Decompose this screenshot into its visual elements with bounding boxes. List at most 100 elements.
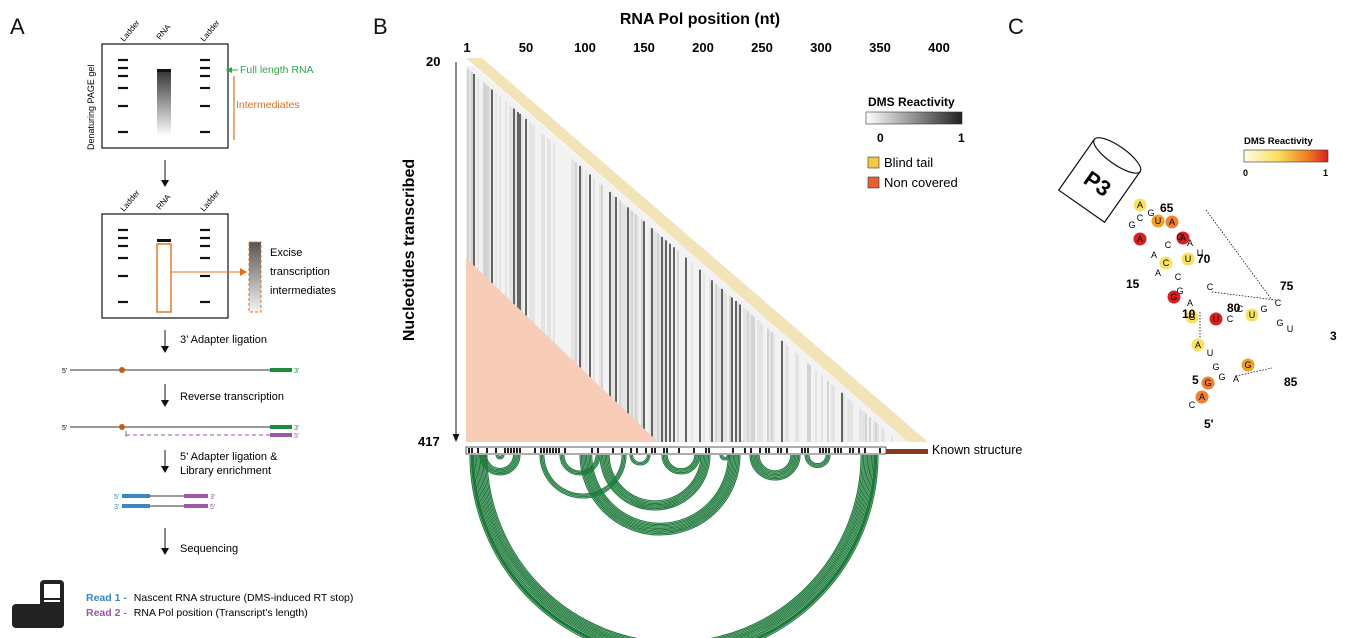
base-pair-arc <box>807 454 828 466</box>
known-structure-tick <box>750 448 752 453</box>
base-pair-arc <box>757 454 793 473</box>
blind-tail-label: Blind tail <box>884 155 933 170</box>
step-library-enrichment: Library enrichment <box>180 465 271 477</box>
c-legend-bar <box>1243 149 1329 163</box>
known-structure-tick <box>780 448 782 453</box>
base-pair-arc <box>805 454 830 467</box>
known-structure-tick <box>825 448 827 453</box>
nucleotide-letter: A <box>1233 374 1239 384</box>
read-2-prefix: Read 2 - <box>86 607 127 619</box>
base-pair-arc <box>477 454 871 638</box>
base-pair-arc <box>755 454 795 474</box>
nucleotide-letter: U <box>1287 324 1294 334</box>
gel-1-side-label: Denaturing PAGE gel <box>86 65 96 150</box>
x-axis-title: RNA Pol position (nt) <box>620 11 780 28</box>
known-structure-tick <box>621 448 623 453</box>
known-structure-tick <box>822 448 824 453</box>
known-structure-tick <box>732 448 734 453</box>
base-pair-arc <box>600 454 710 510</box>
non-covered-swatch <box>867 176 880 189</box>
known-structure-tick <box>597 448 599 453</box>
known-structure-tick <box>828 448 830 453</box>
base-pair-arc <box>632 454 648 463</box>
base-pair-arc <box>720 454 730 460</box>
known-structure-tick <box>834 448 836 453</box>
base-pair-arc <box>722 454 728 458</box>
known-structure-tick <box>654 448 656 453</box>
known-structure-tick <box>666 448 668 453</box>
step-3-adapter-ligation: 3’ Adapter ligation <box>180 334 267 346</box>
excise-label-3: intermediates <box>270 285 337 297</box>
svg-text:5': 5' <box>210 504 215 511</box>
arc-diagram <box>469 454 879 638</box>
nucleotide-letter: A <box>1187 298 1193 308</box>
svg-text:3': 3' <box>210 494 215 501</box>
known-structure-tick <box>507 448 509 453</box>
y-axis-title: Nucleotides transcribed <box>401 159 418 341</box>
base-pair-arc <box>664 454 698 472</box>
nucleotide-letter: G <box>1276 318 1283 328</box>
svg-text:Read 1 - Nascent RNA struc: Read 1 - Nascent RNA structure (DMS-indu… <box>86 592 353 604</box>
panel-b-figure: RNA Pol position (nt) 1 50 100 150 200 2… <box>401 11 1022 638</box>
base-pair-arc <box>719 454 731 461</box>
position-numbers: 65 70 75 15 80 3 10 5 85 5' <box>1126 201 1337 431</box>
nucleotide-reactivity-dot <box>1201 376 1215 390</box>
nucleotide-letter: G <box>1170 292 1177 302</box>
step-reverse-transcription: Reverse transcription <box>180 391 284 403</box>
known-structure-tick <box>534 448 536 453</box>
base-pair-arc <box>752 454 798 478</box>
y-top-label: 20 <box>426 54 440 69</box>
base-pair-arc <box>473 454 875 638</box>
x-tick-150: 150 <box>633 40 655 55</box>
known-structure-tick <box>837 448 839 453</box>
dms-legend-max: 1 <box>958 131 965 145</box>
step-5-adapter-ligation: 5’ Adapter ligation & <box>180 451 278 463</box>
svg-text:Read 2 - RNA Pol position: Read 2 - RNA Pol position (Transcript’s … <box>86 607 308 619</box>
nucleotide-reactivity-dot <box>1181 252 1195 266</box>
base-pair-arc <box>749 454 801 481</box>
step-sequencing: Sequencing <box>180 543 238 555</box>
svg-text:3': 3' <box>294 425 299 432</box>
nucleotide-letter: A <box>1137 234 1143 244</box>
base-pair-arc <box>589 454 731 526</box>
known-structure-tick <box>546 448 548 453</box>
base-pair-arc <box>478 454 870 638</box>
base-pair-arc <box>808 454 827 465</box>
known-structure-label: Known structure <box>932 443 1022 457</box>
base-pair-arc <box>580 454 740 535</box>
known-structure-tick <box>519 448 521 453</box>
base-pair-arc <box>540 454 626 498</box>
intermediates-label: Intermediates <box>236 99 300 111</box>
nucleotide-letter: A <box>1195 340 1201 350</box>
base-pair-arc <box>629 454 651 466</box>
base-pair-arc <box>583 454 737 532</box>
known-structure-tick <box>801 448 803 453</box>
nucleotide-reactivity-dot <box>1133 232 1147 246</box>
known-structure-tick <box>495 448 497 453</box>
nucleotide-letter: U <box>1155 216 1162 226</box>
blind-tail-band <box>466 58 928 442</box>
known-structure-tick <box>630 448 632 453</box>
base-pair-arc <box>560 454 600 475</box>
known-structure-tick <box>651 448 653 453</box>
sequencer-icon <box>12 580 64 628</box>
ladder-bands-right <box>200 58 210 134</box>
nucleotide-letter: G <box>1188 312 1195 322</box>
base-pair-arc <box>472 454 876 638</box>
known-structure-tick <box>708 448 710 453</box>
known-structure-tick <box>879 448 881 453</box>
base-pair-arc <box>599 454 711 511</box>
gel-2-lane-ladder-right: Ladder <box>199 188 222 213</box>
base-pair-arc <box>750 454 800 480</box>
base-pair-arc <box>479 454 869 638</box>
pos-85: 85 <box>1284 375 1298 389</box>
nucleotide-letter: G <box>1260 304 1267 314</box>
nucleotide-letter: C <box>1175 272 1182 282</box>
known-structure-tick <box>663 448 665 453</box>
base-pair-arc <box>485 454 863 638</box>
base-pair-arc <box>604 454 706 506</box>
nucleotide-reactivity-dot <box>1241 358 1255 372</box>
known-structure-tick <box>759 448 761 453</box>
known-structure-tick <box>510 448 512 453</box>
base-pair-arc <box>496 454 504 459</box>
